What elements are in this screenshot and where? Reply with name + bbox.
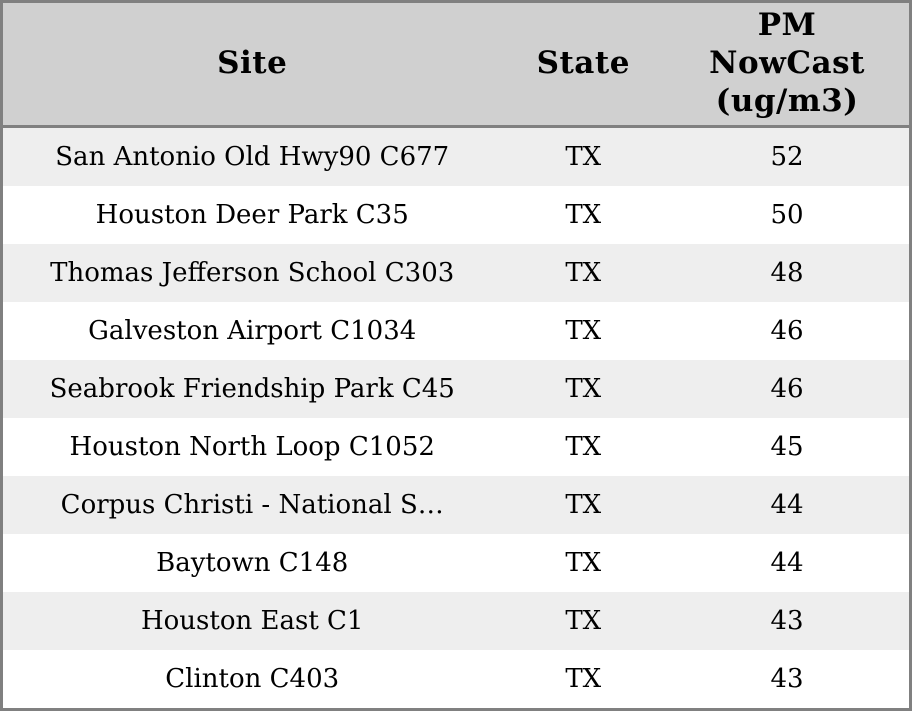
header-pm-nowcast: PM NowCast (ug/m3) bbox=[665, 1, 911, 128]
pm-cell: 46 bbox=[770, 374, 804, 404]
table-row: Houston North Loop C1052 TX 45 bbox=[1, 418, 911, 476]
state-cell: TX bbox=[565, 548, 602, 578]
header-state: State bbox=[501, 1, 666, 128]
table-row: Galveston Airport C1034 TX 46 bbox=[1, 302, 911, 360]
table-row: Houston East C1 TX 43 bbox=[1, 592, 911, 650]
site-cell: Baytown C148 bbox=[156, 548, 349, 578]
table-row: Corpus Christi - National S… TX 44 bbox=[1, 476, 911, 534]
state-cell: TX bbox=[565, 142, 602, 172]
pm-cell: 44 bbox=[770, 490, 804, 520]
state-cell: TX bbox=[565, 316, 602, 346]
site-cell: Galveston Airport C1034 bbox=[88, 316, 417, 346]
state-cell: TX bbox=[565, 490, 602, 520]
header-site: Site bbox=[1, 1, 502, 128]
pm-cell: 43 bbox=[770, 606, 804, 636]
state-cell: TX bbox=[565, 432, 602, 462]
table-row: Clinton C403 TX 43 bbox=[1, 650, 911, 710]
header-row: Site State PM NowCast (ug/m3) bbox=[1, 1, 911, 128]
state-cell: TX bbox=[565, 606, 602, 636]
table-header: Site State PM NowCast (ug/m3) bbox=[1, 1, 911, 128]
table-row: Seabrook Friendship Park C45 TX 46 bbox=[1, 360, 911, 418]
site-cell: Houston East C1 bbox=[140, 606, 364, 636]
table-row: Houston Deer Park C35 TX 50 bbox=[1, 186, 911, 244]
state-cell: TX bbox=[565, 374, 602, 404]
site-cell: Seabrook Friendship Park C45 bbox=[49, 374, 455, 404]
pm-cell: 52 bbox=[770, 142, 804, 172]
state-cell: TX bbox=[565, 258, 602, 288]
pm-cell: 48 bbox=[770, 258, 804, 288]
site-cell: Houston North Loop C1052 bbox=[69, 432, 435, 462]
site-cell: San Antonio Old Hwy90 C677 bbox=[55, 142, 450, 172]
site-cell: Thomas Jefferson School C303 bbox=[50, 258, 455, 288]
table-row: Baytown C148 TX 44 bbox=[1, 534, 911, 592]
table-row: San Antonio Old Hwy90 C677 TX 52 bbox=[1, 126, 911, 186]
state-cell: TX bbox=[565, 200, 602, 230]
pm-cell: 44 bbox=[770, 548, 804, 578]
state-cell: TX bbox=[565, 664, 602, 694]
pm-cell: 45 bbox=[770, 432, 804, 462]
pm-cell: 46 bbox=[770, 316, 804, 346]
table-body: San Antonio Old Hwy90 C677 TX 52 Houston… bbox=[1, 126, 911, 710]
pm-cell: 43 bbox=[770, 664, 804, 694]
site-cell: Houston Deer Park C35 bbox=[95, 200, 409, 230]
site-cell: Corpus Christi - National S… bbox=[60, 490, 444, 520]
pm-cell: 50 bbox=[770, 200, 804, 230]
site-cell: Clinton C403 bbox=[165, 664, 340, 694]
table-row: Thomas Jefferson School C303 TX 48 bbox=[1, 244, 911, 302]
